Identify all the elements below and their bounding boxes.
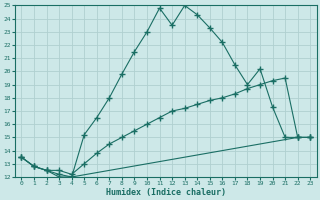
X-axis label: Humidex (Indice chaleur): Humidex (Indice chaleur): [106, 188, 226, 197]
